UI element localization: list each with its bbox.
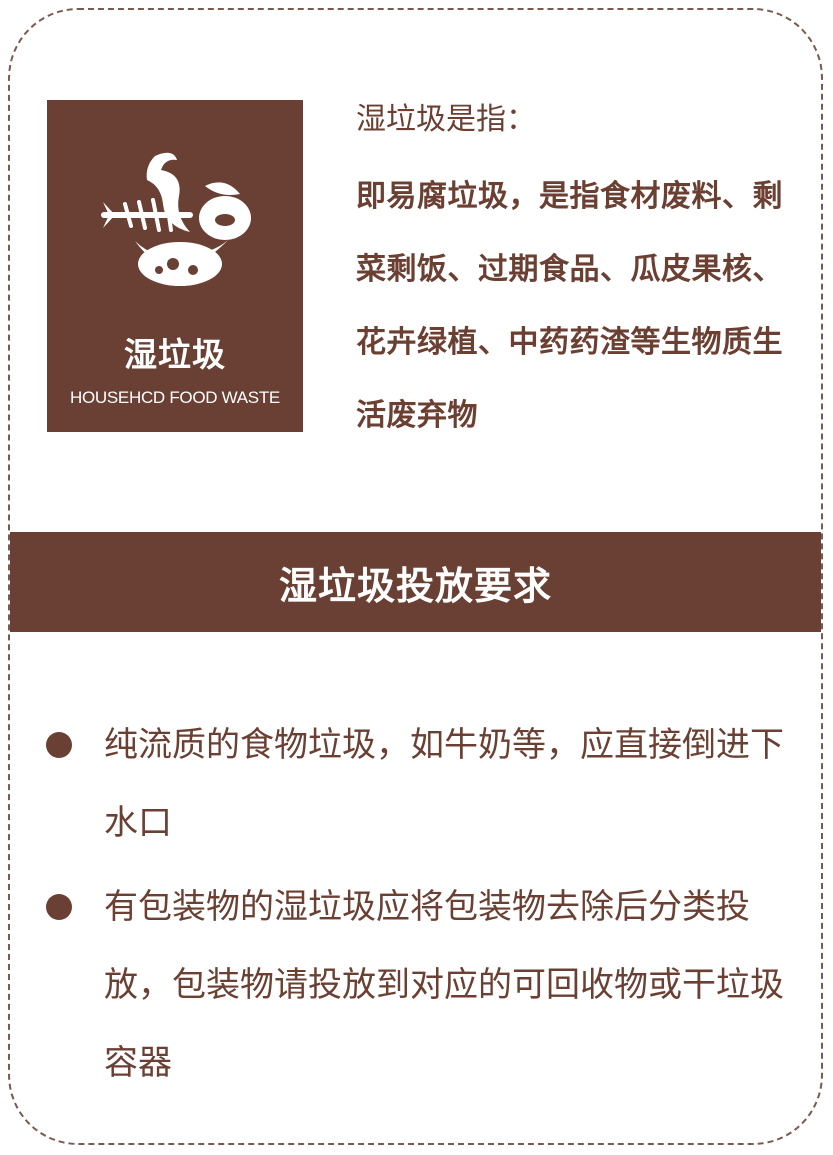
- food-waste-icon: [101, 152, 251, 286]
- food-waste-logo: 湿垃圾 HOUSEHCD FOOD WASTE: [47, 100, 303, 432]
- list-item: 有包装物的湿垃圾应将包装物去除后分类投放，包装物请投放到对应的可回收物或干垃圾容…: [40, 868, 800, 1102]
- requirement-text: 纯流质的食物垃圾，如牛奶等，应直接倒进下水口: [104, 725, 784, 843]
- section-banner: 湿垃圾投放要求: [10, 532, 821, 632]
- requirements-list: 纯流质的食物垃圾，如牛奶等，应直接倒进下水口 有包装物的湿垃圾应将包装物去除后分…: [40, 706, 800, 1108]
- definition-body: 即易腐垃圾，是指食材废料、剩菜剩饭、过期食品、瓜皮果核、花卉绿植、中药药渣等生物…: [356, 179, 783, 433]
- logo-title: 湿垃圾: [124, 335, 226, 374]
- bullet-icon: [46, 732, 72, 758]
- section-title: 湿垃圾投放要求: [278, 563, 552, 608]
- definition-block: 湿垃圾是指： 即易腐垃圾，是指食材废料、剩菜剩饭、过期食品、瓜皮果核、花卉绿植、…: [356, 98, 786, 452]
- requirement-text: 有包装物的湿垃圾应将包装物去除后分类投放，包装物请投放到对应的可回收物或干垃圾容…: [104, 887, 784, 1083]
- logo-subtitle: HOUSEHCD FOOD WASTE: [70, 388, 280, 407]
- definition-heading: 湿垃圾是指：: [356, 102, 536, 137]
- bullet-icon: [46, 894, 72, 920]
- list-item: 纯流质的食物垃圾，如牛奶等，应直接倒进下水口: [40, 706, 800, 862]
- food-waste-card: 湿垃圾 HOUSEHCD FOOD WASTE 湿垃圾是指： 即易腐垃圾，是指食…: [8, 8, 823, 1145]
